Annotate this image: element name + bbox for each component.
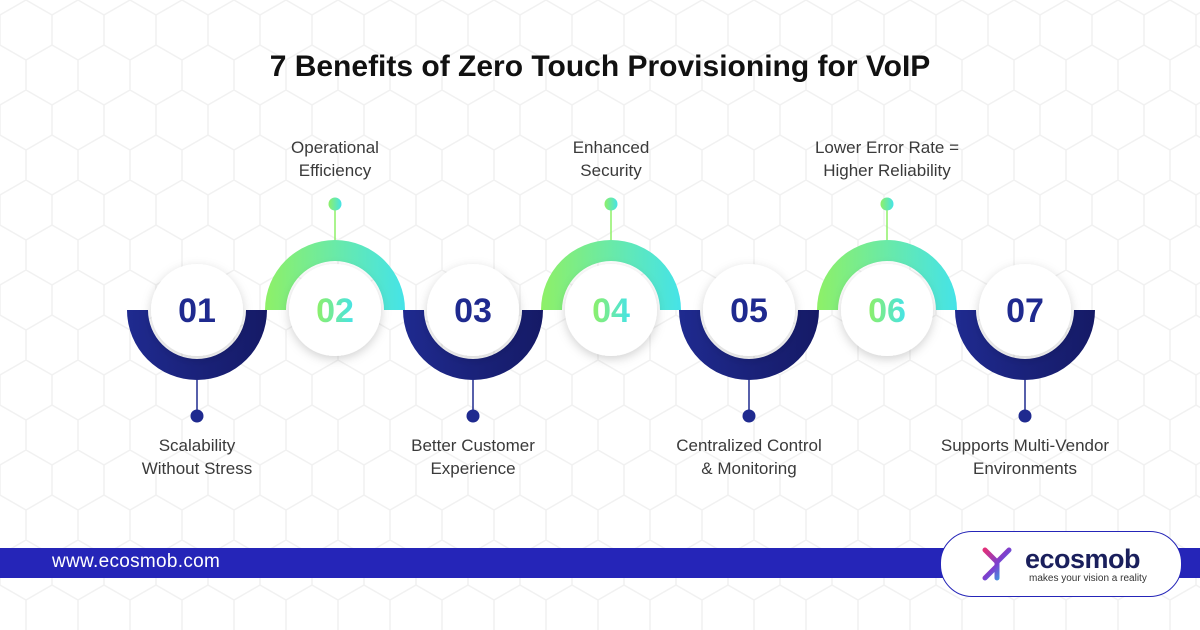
step-07-circle: [979, 264, 1071, 356]
step-01-label: Scalability Without Stress: [141, 436, 253, 478]
step-03-circle: [427, 264, 519, 356]
step-04-connector-dot: [604, 197, 618, 211]
logo-tagline: makes your vision a reality: [1029, 573, 1147, 584]
step-02-connector-dot: [328, 197, 342, 211]
step-05-arc: [679, 310, 819, 380]
step-02-label: Operational Efficiency: [291, 138, 379, 180]
step-05-connector-dot: [742, 409, 756, 423]
step-03-label: Better Customer Experience: [411, 436, 535, 478]
logo-name: ecosmob: [1025, 544, 1141, 574]
step-07-arc: [955, 310, 1095, 380]
step-05-number: 05: [730, 292, 768, 330]
step-03-connector-dot: [466, 409, 480, 423]
step-01-arc: [127, 310, 267, 380]
step-01-number: 01: [178, 292, 216, 330]
step-02-arc: [265, 240, 405, 310]
step-04-circle: [565, 264, 657, 356]
step-06-label: Lower Error Rate = Higher Reliability: [814, 138, 960, 180]
step-03-arc: [403, 310, 543, 380]
step-06-number: 06: [868, 292, 906, 330]
step-05-circle: [703, 264, 795, 356]
step-02-circle: [289, 264, 381, 356]
step-04-number: 04: [592, 292, 630, 330]
step-01-circle: [151, 264, 243, 356]
step-04-arc: [541, 240, 681, 310]
step-04-label: Enhanced Security: [572, 138, 650, 180]
step-06-circle: [841, 264, 933, 356]
step-03-number: 03: [454, 292, 492, 330]
step-07-label: Supports Multi-Vendor Environments: [940, 436, 1110, 478]
page-title: 7 Benefits of Zero Touch Provisioning fo…: [269, 50, 931, 83]
footer-url[interactable]: www.ecosmob.com: [52, 551, 221, 572]
step-05-label: Centralized Control & Monitoring: [676, 436, 822, 478]
step-06-arc: [817, 240, 957, 310]
ecosmob-logo-icon: [982, 547, 1012, 581]
logo-card: ecosmob makes your vision a reality: [940, 531, 1182, 597]
step-07-connector-dot: [1018, 409, 1032, 423]
step-02-number: 02: [316, 292, 354, 330]
step-07-number: 07: [1006, 292, 1044, 330]
step-06-connector-dot: [880, 197, 894, 211]
step-01-connector-dot: [190, 409, 204, 423]
